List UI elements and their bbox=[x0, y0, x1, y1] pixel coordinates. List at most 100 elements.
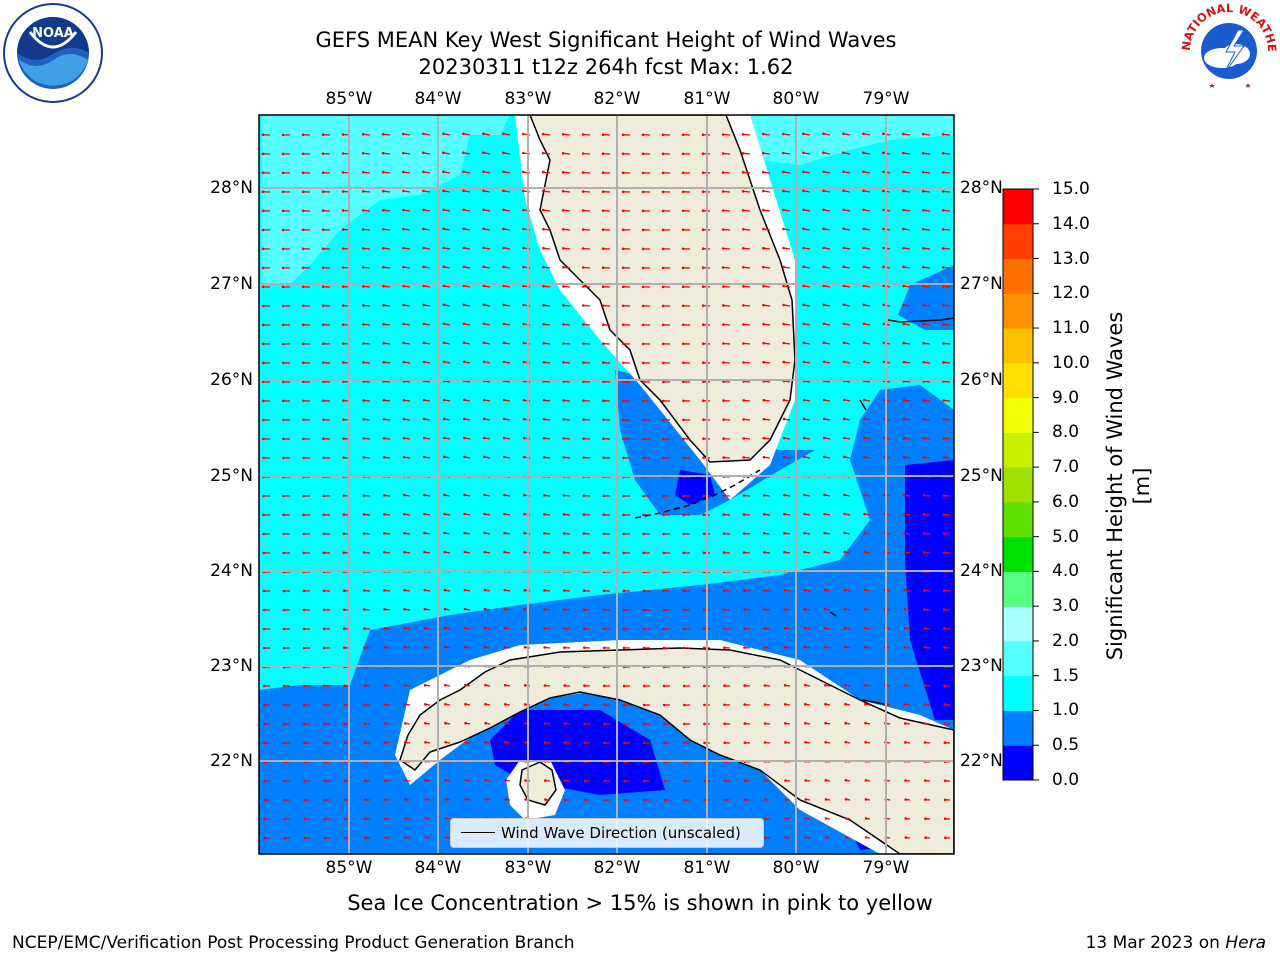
wave-arrow-head bbox=[882, 341, 886, 345]
wave-arrow-head bbox=[423, 588, 427, 592]
lat-label-left: 22°N bbox=[210, 751, 253, 771]
wave-arrow-head bbox=[544, 779, 547, 782]
wave-arrow-head bbox=[842, 398, 846, 402]
wave-arrow-head bbox=[543, 589, 546, 592]
wave-arrow-head bbox=[882, 322, 886, 326]
wave-arrow-head bbox=[362, 285, 365, 288]
wave-arrow-head bbox=[363, 608, 366, 611]
wave-arrow-head bbox=[942, 361, 945, 364]
wave-arrow-head bbox=[601, 190, 605, 193]
wave-arrow-head bbox=[802, 341, 806, 345]
wave-arrow-head bbox=[483, 588, 487, 592]
wave-arrow-head bbox=[682, 684, 686, 688]
wave-arrow-head bbox=[462, 170, 465, 173]
wave-arrow-head bbox=[924, 817, 927, 820]
wave-arrow-head bbox=[762, 417, 766, 421]
wave-arrow-head bbox=[524, 722, 527, 725]
wave-arrow-head bbox=[543, 627, 546, 630]
wave-arrow-head bbox=[363, 741, 367, 744]
wave-arrow-head bbox=[842, 417, 846, 421]
wave-arrow-head bbox=[402, 341, 406, 345]
lat-label-left: 28°N bbox=[210, 178, 253, 198]
bahamas-shore bbox=[829, 611, 837, 617]
colorbar-segment bbox=[1003, 606, 1033, 642]
wave-arrow-head bbox=[323, 779, 327, 783]
wave-arrow-head bbox=[542, 341, 545, 345]
colorbar-label: Significant Height of Wind Waves [m] bbox=[1103, 311, 1154, 661]
colorbar-segment bbox=[1003, 328, 1033, 364]
wave-arrow-head bbox=[823, 626, 827, 630]
colorbar-tick-label: 11.0 bbox=[1052, 318, 1090, 339]
wave-arrow-head bbox=[581, 171, 585, 174]
wave-arrow-head bbox=[282, 361, 285, 365]
colorbar-tick-label: 0.0 bbox=[1052, 770, 1080, 790]
wave-arrow-head bbox=[641, 209, 645, 213]
wave-arrow-head bbox=[642, 361, 645, 365]
wave-arrow-head bbox=[843, 645, 847, 649]
wave-arrow-head bbox=[702, 532, 706, 536]
wave-arrow-head bbox=[382, 360, 386, 364]
wave-arrow-head bbox=[921, 151, 925, 155]
wave-arrow-head bbox=[582, 532, 586, 535]
wave-arrow-head bbox=[922, 494, 926, 497]
wave-arrow-head bbox=[924, 779, 927, 782]
wave-arrow-head bbox=[921, 132, 925, 136]
florida-land bbox=[529, 115, 796, 463]
wave-arrow-head bbox=[301, 209, 305, 213]
wave-arrow-head bbox=[943, 722, 947, 725]
wave-arrow-head bbox=[442, 360, 446, 364]
wave-arrow-head bbox=[402, 151, 405, 155]
wave-arrow-head bbox=[323, 798, 327, 802]
wave-arrow-head bbox=[602, 589, 606, 593]
wave-arrow-head bbox=[423, 493, 426, 497]
caption: Sea Ice Concentration > 15% is shown in … bbox=[347, 891, 933, 915]
wave-arrow-head bbox=[261, 152, 265, 156]
wave-arrow-head bbox=[922, 341, 925, 345]
wave-arrow-head bbox=[482, 341, 486, 345]
wave-arrow-head bbox=[403, 608, 407, 611]
wave-arrow-head bbox=[343, 703, 346, 707]
wave-arrow-head bbox=[902, 189, 905, 193]
wave-arrow-head bbox=[582, 437, 585, 440]
wave-arrow-head bbox=[802, 436, 806, 440]
wave-arrow-head bbox=[703, 684, 706, 688]
wave-arrow-head bbox=[523, 588, 526, 592]
wave-arrow-head bbox=[802, 208, 805, 212]
wave-arrow-head bbox=[843, 626, 847, 630]
wave-arrow-head bbox=[262, 456, 265, 460]
wave-arrow-head bbox=[262, 551, 266, 555]
wave-arrow-head bbox=[863, 626, 867, 630]
lat-label-right: 25°N bbox=[960, 466, 1003, 486]
wave-arrow-head bbox=[402, 284, 405, 288]
wave-arrow-head bbox=[301, 190, 305, 194]
wave-arrow-head bbox=[301, 247, 305, 251]
wave-arrow-head bbox=[422, 360, 426, 364]
wave-arrow-head bbox=[621, 209, 625, 213]
wave-arrow-head bbox=[681, 304, 685, 308]
wave-arrow-head bbox=[342, 532, 346, 535]
wave-arrow-head bbox=[483, 455, 486, 459]
wave-arrow-head bbox=[504, 798, 508, 801]
wave-arrow-head bbox=[663, 779, 666, 783]
wave-arrow-head bbox=[502, 151, 505, 155]
wave-arrow-head bbox=[902, 208, 905, 212]
wave-arrow-head bbox=[261, 133, 265, 137]
wave-arrow-head bbox=[382, 456, 386, 459]
wave-arrow-head bbox=[522, 284, 525, 288]
wave-arrow-head bbox=[703, 741, 706, 745]
wave-arrow-head bbox=[784, 722, 787, 725]
wave-arrow-head bbox=[782, 341, 786, 345]
wave-arrow-head bbox=[844, 817, 848, 820]
wave-arrow-head bbox=[802, 303, 805, 307]
wave-arrow-head bbox=[783, 531, 786, 535]
wave-arrow-head bbox=[863, 550, 866, 554]
wave-arrow-head bbox=[622, 456, 625, 460]
credit-text: NCEP/EMC/Verification Post Processing Pr… bbox=[12, 933, 575, 953]
wave-arrow-head bbox=[662, 361, 665, 365]
wave-arrow-head bbox=[642, 684, 646, 688]
wave-arrow-head bbox=[363, 817, 367, 821]
wave-arrow-head bbox=[283, 722, 286, 726]
wave-arrow-head bbox=[542, 360, 545, 364]
wave-arrow-head bbox=[563, 684, 566, 687]
wave-arrow-head bbox=[282, 456, 285, 460]
